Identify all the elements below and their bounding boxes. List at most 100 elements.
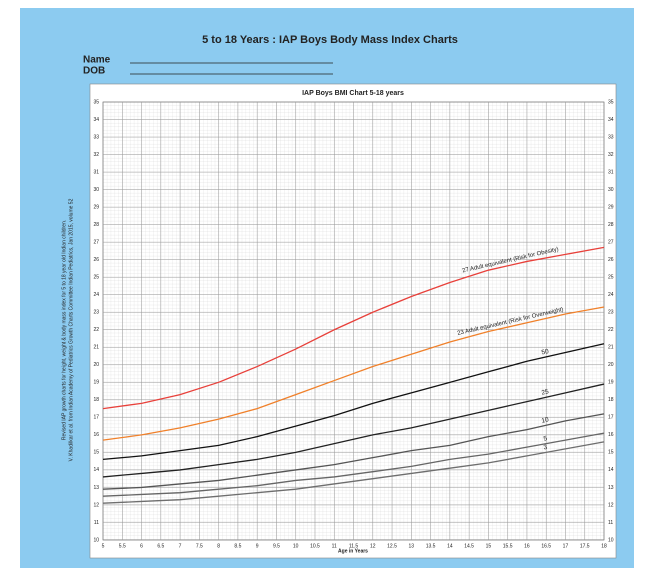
- curve-label: 3: [543, 444, 548, 452]
- curve-label-group: 3: [543, 444, 548, 452]
- x-tick-label: 8: [217, 543, 220, 549]
- bmi-curve: [102, 246, 605, 410]
- dob-label: DOB: [83, 66, 105, 77]
- page-title: 5 to 18 Years : IAP Boys Body Mass Index…: [202, 34, 458, 46]
- curve-label-group: 5: [543, 435, 548, 443]
- y-tick-label: 18: [608, 397, 614, 403]
- y-tick-label: 26: [608, 257, 614, 263]
- y-tick-label: 29: [608, 204, 614, 210]
- x-tick-label: 6: [140, 543, 143, 549]
- y-tick-label: 18: [93, 397, 99, 403]
- y-tick-label: 21: [608, 345, 614, 351]
- y-tick-label: 20: [608, 362, 614, 368]
- y-tick-label: 15: [93, 450, 99, 456]
- y-tick-label: 25: [93, 275, 99, 281]
- y-tick-label: 27: [93, 239, 99, 245]
- y-tick-label: 32: [608, 152, 614, 158]
- y-tick-label: 10: [608, 537, 614, 543]
- bmi-curve: [102, 432, 605, 497]
- chart-title: IAP Boys BMI Chart 5-18 years: [302, 90, 404, 97]
- y-tick-label: 34: [93, 117, 99, 123]
- y-tick-label: 32: [93, 152, 99, 158]
- x-tick-label: 6.5: [157, 543, 164, 549]
- y-tick-label: 28: [608, 222, 614, 228]
- x-tick-label: 15.5: [503, 543, 513, 549]
- y-tick-label: 28: [93, 222, 99, 228]
- y-tick-label: 27: [608, 239, 614, 245]
- y-tick-label: 25: [608, 275, 614, 281]
- name-label: Name: [83, 55, 111, 66]
- y-tick-label: 33: [93, 134, 99, 140]
- x-tick-label: 16.5: [541, 543, 551, 549]
- x-tick-label: 13: [409, 543, 415, 549]
- bmi-curve: [102, 413, 605, 490]
- y-tick-label: 31: [93, 169, 99, 175]
- curve-label: 50: [541, 348, 550, 357]
- y-tick-label: 19: [93, 380, 99, 386]
- x-tick-label: 14.5: [464, 543, 474, 549]
- y-tick-label: 10: [93, 537, 99, 543]
- x-axis-label: Age in Years: [338, 548, 368, 554]
- x-tick-label: 9: [256, 543, 259, 549]
- y-tick-label: 21: [93, 345, 99, 351]
- y-tick-label: 30: [93, 187, 99, 193]
- y-tick-label: 14: [93, 467, 99, 473]
- x-tick-label: 11.5: [349, 543, 359, 549]
- curve-label-group: 25: [541, 388, 550, 397]
- y-tick-label: 33: [608, 134, 614, 140]
- y-tick-label: 13: [93, 485, 99, 491]
- y-tick-label: 13: [608, 485, 614, 491]
- y-tick-label: 23: [93, 310, 99, 316]
- bmi-curve: [102, 383, 605, 478]
- curve-label: 25: [541, 388, 550, 397]
- y-tick-label: 22: [608, 327, 614, 333]
- y-tick-label: 23: [608, 310, 614, 316]
- y-tick-label: 29: [93, 204, 99, 210]
- x-tick-label: 11: [332, 543, 337, 549]
- x-tick-label: 15: [486, 543, 492, 549]
- x-tick-label: 17.5: [580, 543, 590, 549]
- x-tick-label: 16: [524, 543, 530, 549]
- bmi-curve: [102, 306, 605, 441]
- x-tick-label: 7.5: [196, 543, 203, 549]
- x-tick-label: 12: [370, 543, 376, 549]
- y-tick-label: 17: [608, 415, 614, 421]
- y-tick-label: 16: [93, 432, 99, 438]
- side-note: Revised IAP growth charts for height, we…: [61, 220, 67, 440]
- bmi-curve: [102, 441, 605, 504]
- y-tick-label: 30: [608, 187, 614, 193]
- curve-label: 10: [541, 416, 550, 425]
- y-tick-label: 12: [93, 502, 99, 508]
- x-tick-label: 10: [293, 543, 299, 549]
- y-tick-label: 35: [93, 99, 99, 105]
- x-tick-label: 17: [563, 543, 569, 549]
- y-tick-label: 12: [608, 502, 614, 508]
- y-tick-label: 22: [93, 327, 99, 333]
- side-note: V. Khadilkar et al. from Indian Academy …: [68, 198, 74, 461]
- y-tick-label: 24: [608, 292, 614, 298]
- y-tick-label: 20: [93, 362, 99, 368]
- x-tick-label: 5.5: [119, 543, 126, 549]
- y-tick-label: 11: [94, 520, 99, 526]
- curve-label-group: 50: [541, 348, 550, 357]
- y-tick-label: 17: [93, 415, 99, 421]
- x-tick-label: 9.5: [273, 543, 280, 549]
- y-tick-label: 26: [93, 257, 99, 263]
- x-tick-label: 10.5: [310, 543, 320, 549]
- y-tick-label: 14: [608, 467, 614, 473]
- x-tick-label: 18: [601, 543, 607, 549]
- y-tick-label: 19: [608, 380, 614, 386]
- x-tick-label: 14: [447, 543, 453, 549]
- y-tick-label: 15: [608, 450, 614, 456]
- y-tick-label: 24: [93, 292, 99, 298]
- x-tick-label: 12.5: [387, 543, 397, 549]
- bmi-curve: [102, 343, 605, 461]
- curve-label-group: 10: [541, 416, 550, 425]
- x-tick-label: 8.5: [234, 543, 241, 549]
- y-tick-label: 31: [608, 169, 614, 175]
- y-tick-label: 16: [608, 432, 614, 438]
- x-tick-label: 13.5: [426, 543, 436, 549]
- y-tick-label: 34: [608, 117, 614, 123]
- x-tick-label: 7: [179, 543, 182, 549]
